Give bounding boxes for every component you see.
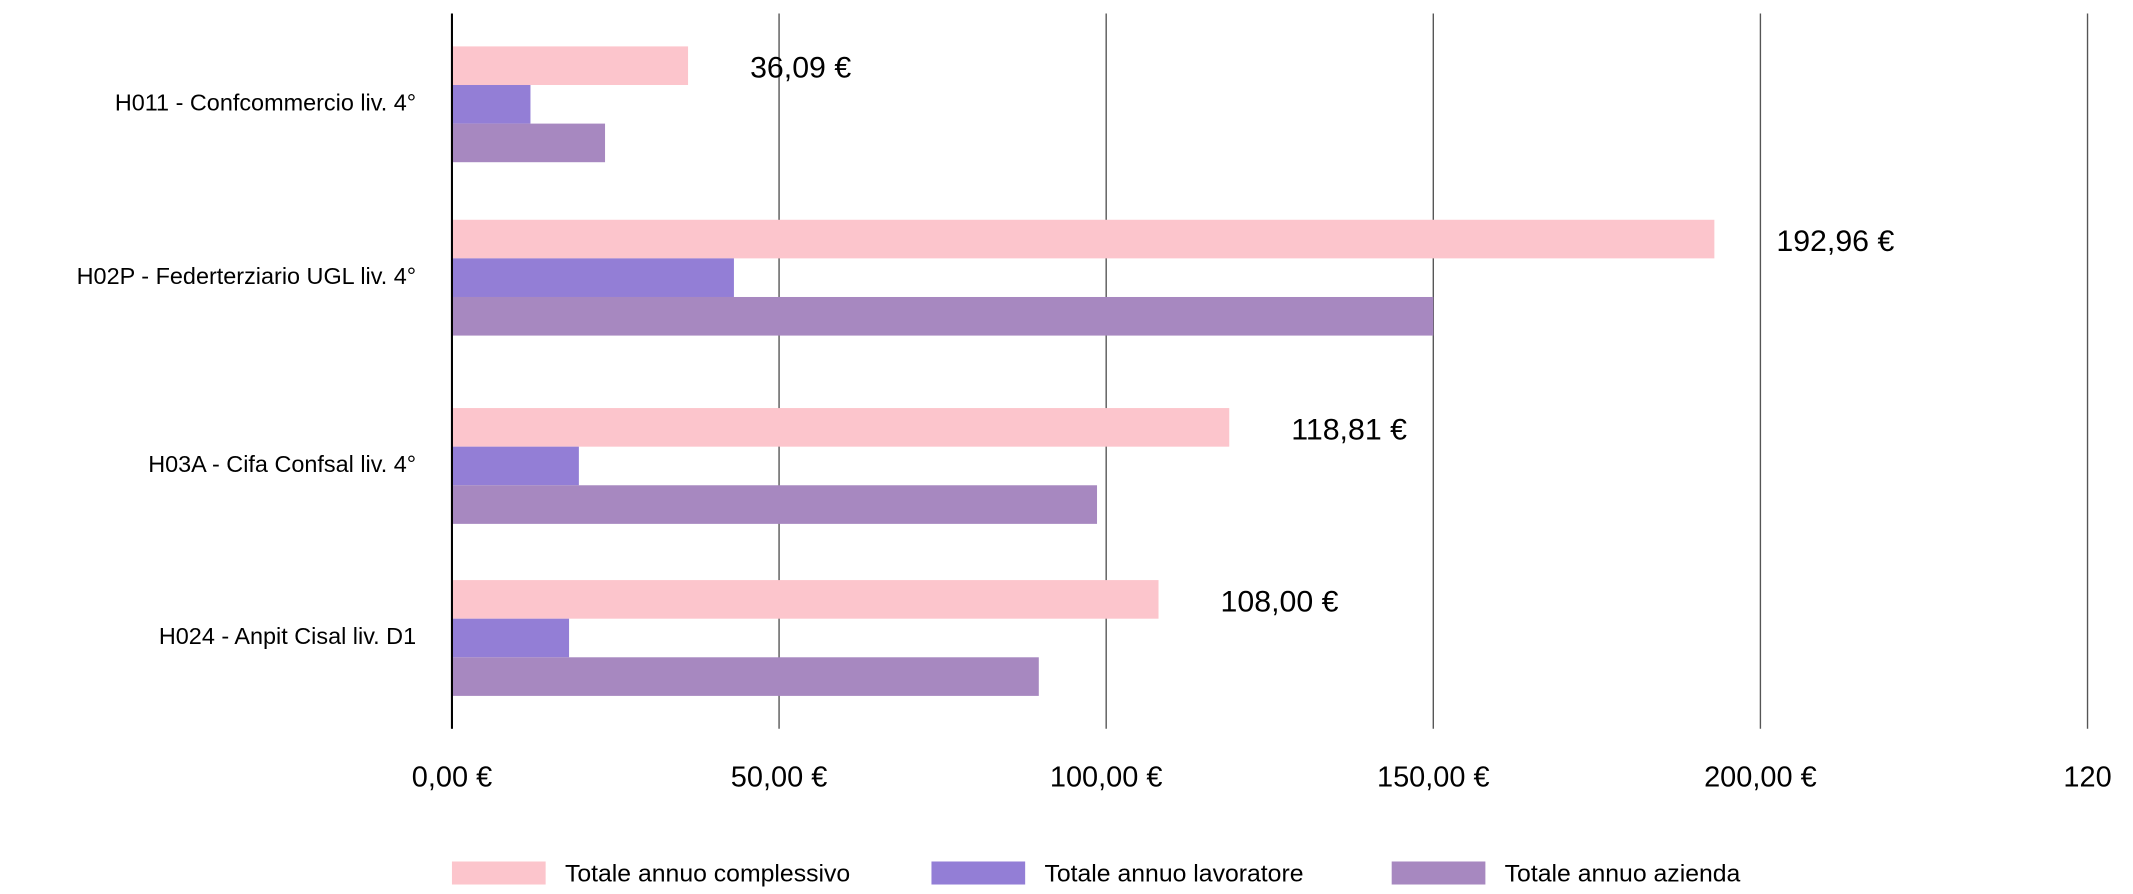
legend-swatch (1391, 861, 1486, 885)
x-tick-label: 0,00 € (412, 762, 492, 794)
y-tick-label: H024 - Anpit Cisal liv. D1 (159, 623, 416, 649)
bar (451, 46, 689, 85)
legend-swatch (931, 861, 1026, 885)
x-tick-label: 200,00 € (1704, 762, 1817, 794)
bar (451, 446, 579, 486)
bar (451, 296, 1434, 336)
data-label: 36,09 € (750, 52, 851, 85)
data-label: 108,00 € (1221, 586, 1339, 619)
y-tick-label: H02P - Federterziario UGL liv. 4° (77, 263, 416, 289)
bar (451, 84, 531, 124)
x-tick-label: 50,00 € (731, 762, 828, 794)
x-tick-label: 100,00 € (1050, 762, 1163, 794)
data-label: 192,96 € (1776, 225, 1894, 258)
bar (451, 657, 1039, 696)
bar (451, 258, 734, 297)
bar (451, 123, 606, 163)
legend-swatch (451, 861, 546, 885)
y-tick-label: H011 - Confcommercio liv. 4° (115, 90, 416, 116)
legend-label: Totale annuo complessivo (565, 861, 850, 888)
legend-label: Totale annuo azienda (1505, 861, 1741, 888)
bar (451, 408, 1230, 447)
bar (451, 219, 1715, 259)
bar (451, 485, 1098, 524)
legend-label: Totale annuo lavoratore (1044, 861, 1303, 888)
x-tick-label: 150,00 € (1377, 762, 1490, 794)
data-label: 118,81 € (1291, 414, 1407, 447)
y-tick-label: H03A - Cifa Confsal liv. 4° (148, 451, 416, 477)
x-tick-label: 120 (2063, 762, 2111, 794)
bar (451, 580, 1159, 619)
bar (451, 618, 570, 658)
